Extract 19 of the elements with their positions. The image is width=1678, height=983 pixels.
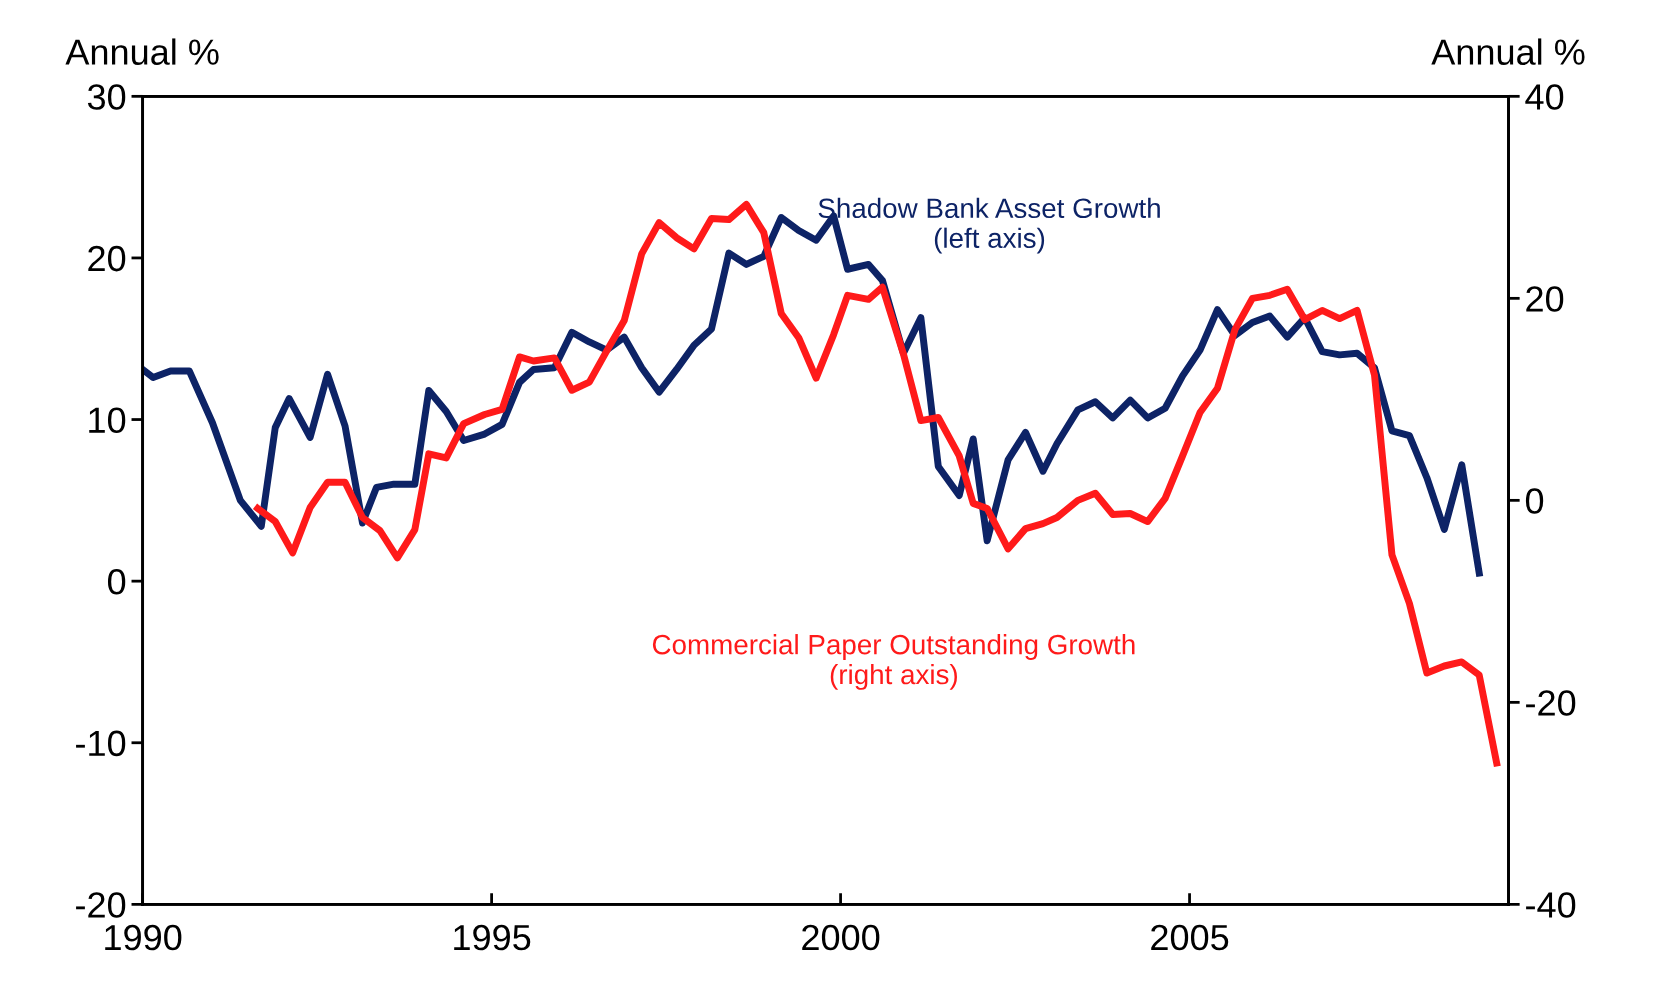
x-tick-label: 1995 [454, 924, 531, 951]
y-tick-label: 0 [107, 569, 126, 595]
y2-tick-label: -40 [1526, 892, 1576, 918]
y2-axis-title: Annual % [1431, 38, 1585, 65]
y-tick-label: -20 [76, 892, 126, 918]
y2-tick-label: -20 [1526, 690, 1576, 716]
y-tick-label: 10 [89, 407, 126, 433]
y-tick-label: 30 [87, 84, 126, 110]
y2-tick-label: 0 [1525, 488, 1544, 514]
text: Commercial Paper Outstanding Growth (right axis) [652, 634, 1135, 690]
x-tick-label: 2005 [1151, 924, 1229, 951]
y-tick-label: 20 [88, 245, 126, 272]
y-tick-label: -10 [76, 730, 126, 757]
x-tick-label: 1990 [105, 924, 182, 951]
series-label: Shadow Bank Asset Growth (left axis) [818, 197, 1160, 254]
y2-tick-label: 40 [1525, 84, 1564, 110]
y2-tick-label: 20 [1526, 286, 1564, 312]
x-tick-label: 2000 [802, 924, 880, 951]
y-axis-title: Annual % [65, 38, 219, 65]
